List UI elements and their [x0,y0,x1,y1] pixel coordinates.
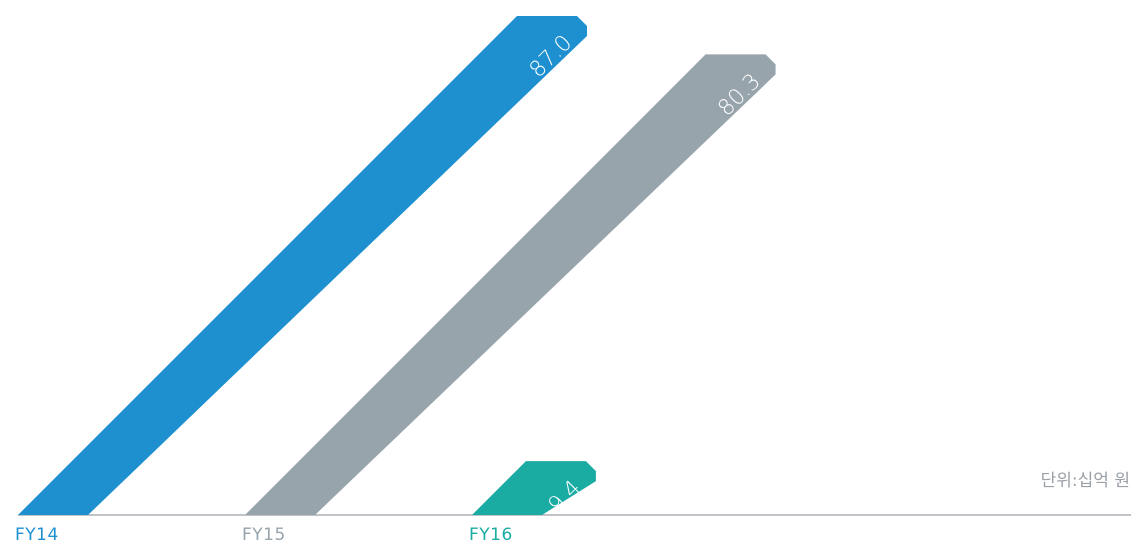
tick-label-fy15: FY15 [242,525,286,545]
bar-fy14 [18,16,587,515]
x-axis-ticks: FY14 FY15 FY16 [15,525,513,545]
bars-layer [18,16,776,515]
bar-fy16 [472,461,596,515]
bar-fy15 [245,54,776,515]
tick-label-fy16: FY16 [469,525,513,545]
tick-label-fy14: FY14 [15,525,59,545]
unit-label: 단위:십억 원 [1041,471,1130,491]
